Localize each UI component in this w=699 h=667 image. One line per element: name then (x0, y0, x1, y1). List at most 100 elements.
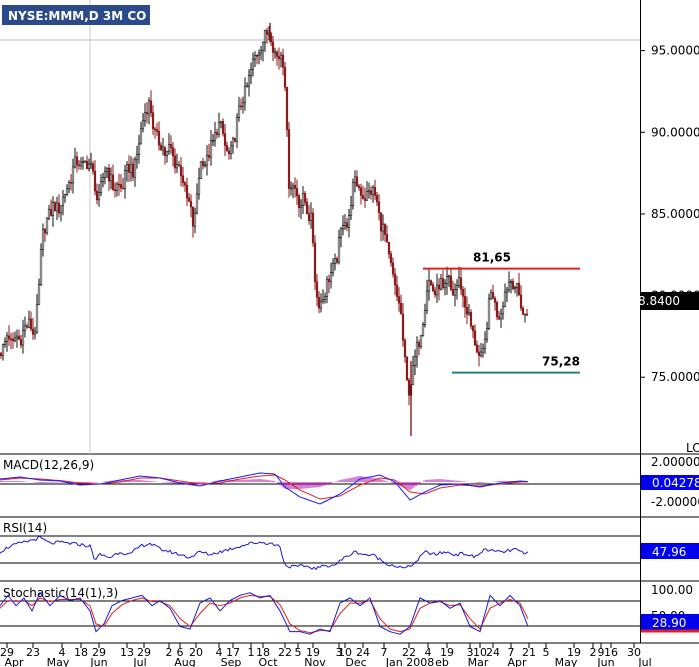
x-tick-label: 6 (177, 646, 184, 659)
price-candle-body (91, 163, 95, 172)
x-tick-label: 2 (590, 646, 597, 659)
x-tick-label: 19 (567, 646, 581, 659)
price-candle-body (159, 144, 163, 151)
stochastic-tick-label: 100.00 (651, 583, 693, 597)
x-month-label: Apr (4, 656, 24, 667)
x-tick-label: 3 (467, 646, 474, 659)
price-candle-body (411, 364, 415, 385)
price-candle-body (53, 202, 57, 212)
x-month-label: Jun (89, 656, 107, 667)
x-tick-label: 18 (74, 646, 88, 659)
price-candle-body (291, 185, 295, 189)
price-candle-body (405, 356, 409, 381)
price-candle-body (511, 281, 515, 289)
price-candle-body (157, 131, 161, 146)
price-candle-body (153, 128, 157, 131)
price-candle-body (361, 195, 365, 200)
x-tick-label: 19 (306, 646, 320, 659)
price-candle-body (205, 154, 209, 166)
price-candle-body (461, 289, 465, 297)
price-candle-body (495, 302, 499, 318)
price-candle-body (195, 193, 199, 214)
price-candle-body (295, 188, 299, 197)
price-candle-body (417, 342, 421, 348)
last-price-badge-background (641, 292, 699, 310)
price-candle-body (163, 147, 167, 156)
price-candle-body (219, 121, 223, 124)
price-candle-body (311, 212, 315, 244)
price-candle-body (257, 52, 261, 56)
x-tick-label: 4 (425, 646, 432, 659)
price-candle-body (399, 302, 403, 315)
price-candle-body (225, 145, 229, 152)
price-candle-body (37, 284, 41, 306)
price-candle-body (423, 310, 427, 325)
price-candle-body (209, 140, 213, 158)
price-candle-body (243, 85, 247, 104)
x-month-label: Jan 2008 (385, 656, 434, 667)
price-candle-body (407, 379, 411, 396)
price-candle-body (401, 313, 405, 341)
price-candle-body (297, 195, 301, 208)
last-price-label: 78.8400 (630, 294, 680, 308)
price-candle-body (141, 120, 145, 130)
x-tick-label: 29 (137, 646, 151, 659)
price-candle-body (431, 284, 435, 292)
price-candle-body (453, 289, 457, 296)
price-candle-body (117, 183, 121, 186)
x-month-label: Aug (174, 656, 195, 667)
price-candle-body (385, 234, 389, 243)
price-candle-body (133, 159, 137, 178)
price-candle-body (71, 166, 75, 184)
price-candle-body (173, 155, 177, 169)
price-candle-body (325, 278, 329, 298)
price-candle-body (59, 205, 63, 214)
price-tick-label: 75.0000 (651, 370, 699, 384)
price-candle-body (459, 277, 463, 290)
price-candle-body (105, 168, 109, 172)
price-candle-body (509, 281, 513, 283)
price-candle-body (271, 41, 275, 53)
price-candle-body (69, 181, 73, 184)
price-candle-body (65, 188, 69, 195)
x-tick-label: 24 (356, 646, 370, 659)
price-candles (0, 22, 529, 437)
price-candle-body (467, 311, 471, 315)
price-candle-body (5, 335, 9, 342)
x-tick-label: 22 (278, 646, 292, 659)
price-candle-body (155, 129, 159, 132)
price-candle-body (123, 170, 127, 189)
price-candle-body (387, 241, 391, 255)
price-candle-body (217, 122, 221, 135)
rsi-last-value: 47.96 (652, 545, 686, 559)
price-candle-body (31, 328, 35, 335)
price-candle-body (307, 213, 311, 221)
price-candle-body (393, 273, 397, 286)
price-candle-body (169, 144, 173, 148)
price-candle-body (391, 262, 395, 275)
price-candle-body (469, 311, 473, 327)
price-candle-body (499, 313, 503, 320)
price-candle-body (125, 164, 129, 172)
price-candle-body (7, 335, 11, 340)
price-candle-body (331, 262, 335, 273)
price-candle-body (403, 340, 407, 358)
price-candle-body (119, 184, 123, 189)
price-candle-body (9, 338, 13, 341)
price-candle-body (445, 276, 449, 284)
price-candle-body (319, 301, 323, 309)
rsi-panel: RSI(14) 47.96 (0, 521, 699, 571)
price-candle-body (211, 139, 215, 142)
price-candle-body (11, 338, 15, 342)
x-tick-label: 18 (256, 646, 270, 659)
price-candle-body (57, 202, 61, 214)
price-candle-body (323, 296, 327, 300)
price-candle-body (259, 50, 263, 54)
price-candle-body (287, 129, 291, 189)
x-month-label: May (555, 656, 578, 667)
price-candle-body (349, 205, 353, 216)
price-candle-body (281, 54, 285, 68)
x-month-label: eb (435, 656, 449, 667)
